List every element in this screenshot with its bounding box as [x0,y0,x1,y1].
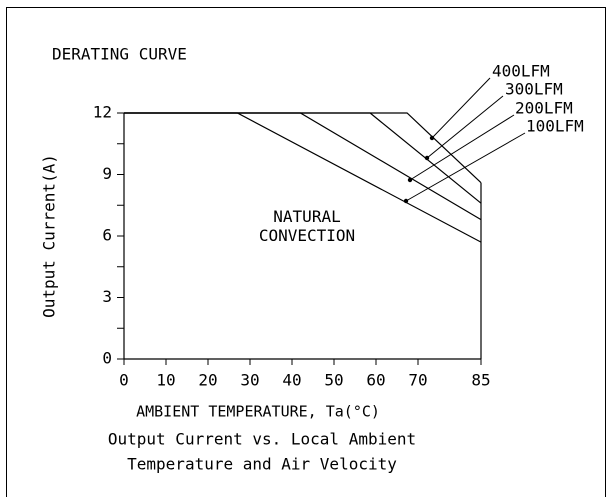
frame [6,7,606,497]
caption-line: Output Current vs. Local Ambient [108,430,416,449]
y-tick-label: 12 [93,103,112,122]
x-tick-label: 85 [471,371,490,390]
x-tick-label: 50 [324,371,343,390]
derating-line [124,112,482,184]
series-label: 300LFM [505,80,563,99]
y-tick-label: 6 [102,226,112,245]
leader-line [405,132,526,202]
series-label: 400LFM [492,62,550,81]
x-tick-label: 20 [198,371,217,390]
annotation-word: NATURAL [273,207,340,226]
y-tick-label: 9 [102,164,112,183]
leader-dot [407,177,413,183]
x-tick-label: 10 [156,371,175,390]
derating-line [124,112,482,221]
x-axis-label: AMBIENT TEMPERATURE, Ta(°C) [136,403,380,421]
leader-line [426,95,504,159]
chart-title: DERATING CURVE [52,45,187,64]
x-tick-label: 30 [240,371,259,390]
caption-line: Temperature and Air Velocity [127,455,397,474]
series-label: 200LFM [515,99,573,118]
x-tick-label: 40 [282,371,301,390]
x-tick-label: 60 [366,371,385,390]
y-axis-label: Output Current(A) [40,154,59,318]
y-tick-label: 3 [102,287,112,306]
leader-line [431,77,491,139]
x-tick-label: 70 [408,371,427,390]
y-tick-label: 0 [102,349,112,368]
leader-dot [403,198,409,204]
leader-line [409,114,515,181]
annotation-word: CONVECTION [259,226,355,245]
annotation: NATURAL CONVECTION [259,207,355,245]
leader-dot [424,155,430,161]
leader-dot [429,135,435,141]
series-label: 100LFM [526,117,584,136]
x-tick-label: 0 [119,371,129,390]
